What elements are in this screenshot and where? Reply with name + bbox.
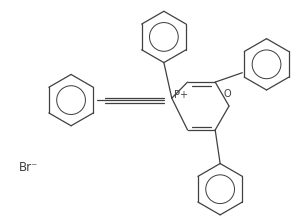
Text: Br⁻: Br⁻ [19,161,38,174]
Text: O: O [223,89,231,99]
Text: P+: P+ [174,90,188,100]
